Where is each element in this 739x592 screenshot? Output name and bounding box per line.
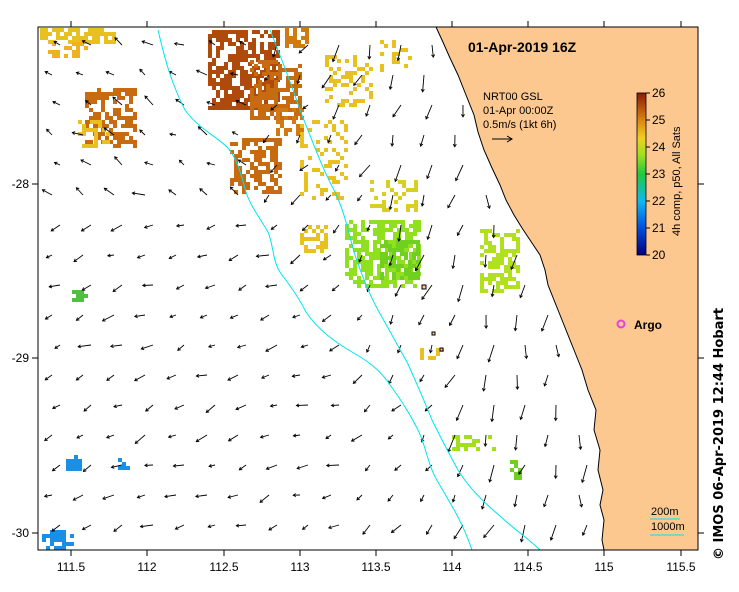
colorbar-tick-label: 23 <box>652 167 666 181</box>
x-tick-label: 111.5 <box>57 560 86 574</box>
colorbar-ticks: 26 25 24 23 22 21 20 <box>646 86 666 262</box>
credit-text: © IMOS 06-Apr-2019 12:44 Hobart <box>712 307 727 560</box>
x-tick-label: 113 <box>290 560 309 574</box>
product-line-1: NRT00 GSL <box>483 91 543 103</box>
current-vectors <box>41 37 588 543</box>
x-axis: 111.5 112 112.5 113 113.5 114 114.5 115 115.5 <box>57 21 696 574</box>
y-tick-label: -29 <box>12 351 30 365</box>
argo-icon[interactable] <box>616 319 626 329</box>
colorbar-label: 4h comp, p50, All Sats <box>671 126 683 236</box>
x-tick-label: 115.5 <box>666 560 695 574</box>
isobath-200m <box>157 29 473 551</box>
colorbar-tick-label: 25 <box>652 113 666 127</box>
x-tick-label: 112.5 <box>209 560 238 574</box>
y-tick-label: -28 <box>12 177 30 191</box>
land-mass <box>435 26 699 551</box>
colorbar-tick-label: 22 <box>652 194 666 208</box>
scale-arrow-icon <box>492 135 513 143</box>
sst-pixels <box>40 28 522 550</box>
x-tick-label: 114 <box>442 560 461 574</box>
islands <box>421 284 444 352</box>
colorbar-tick-label: 26 <box>652 86 666 100</box>
isobath-legend-200m: 200m <box>651 506 679 518</box>
x-tick-label: 113.5 <box>361 560 390 574</box>
map-frame <box>37 26 699 551</box>
product-line-3: 0.5m/s (1kt 6h) <box>483 119 556 131</box>
product-line-2: 01-Apr 00:00Z <box>483 105 554 117</box>
isobath-legend-1000m: 1000m <box>651 521 685 533</box>
colorbar-tick-label: 20 <box>652 248 666 262</box>
x-tick-label: 114.5 <box>513 560 542 574</box>
argo-label: Argo <box>634 318 662 332</box>
map-title: 01-Apr-2019 16Z <box>468 39 577 55</box>
isobath-1000m <box>269 29 541 551</box>
colorbar <box>636 92 647 256</box>
argo-marker[interactable] <box>616 319 626 329</box>
x-tick-label: 115 <box>594 560 613 574</box>
isobath-lines <box>157 29 541 551</box>
x-tick-label: 112 <box>137 560 156 574</box>
y-axis: -28 -29 -30 <box>12 177 704 540</box>
colorbar-tick-label: 24 <box>652 140 666 154</box>
y-tick-label: -30 <box>12 526 30 540</box>
colorbar-tick-label: 21 <box>652 221 666 235</box>
